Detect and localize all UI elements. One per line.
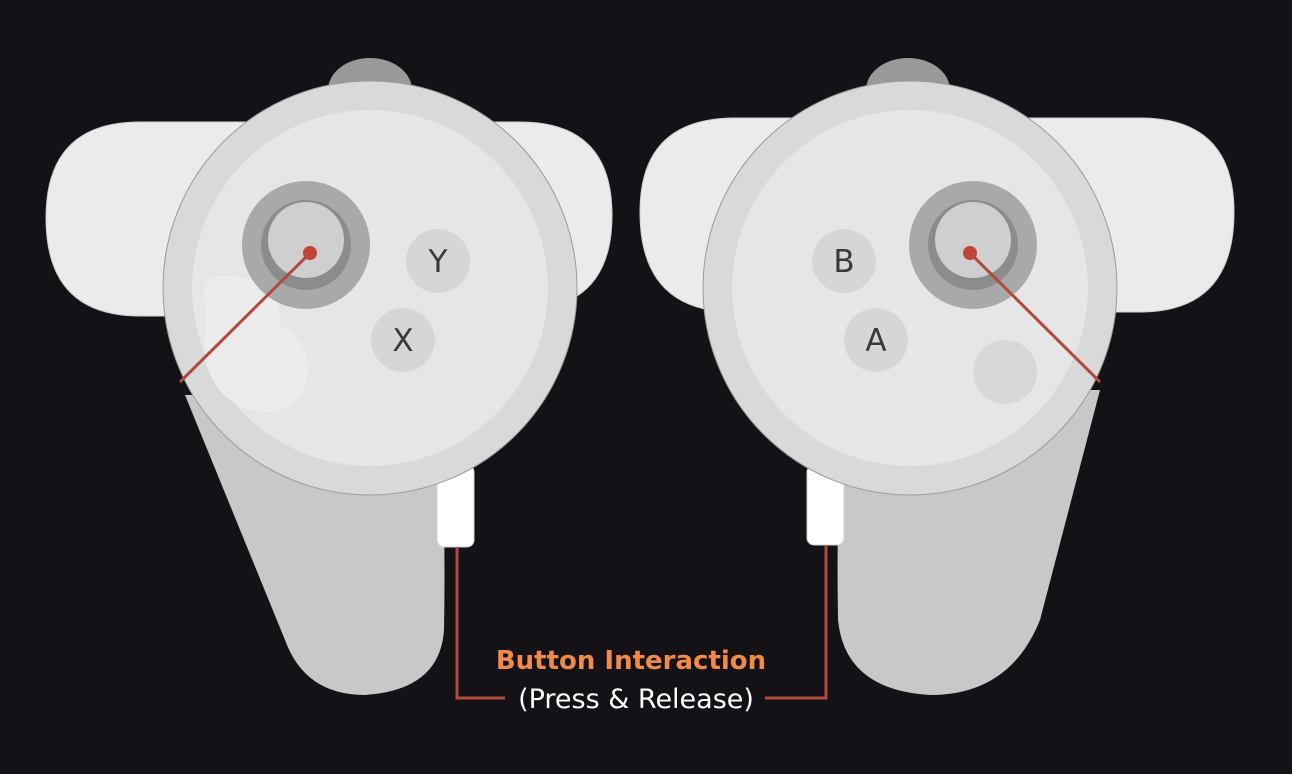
button-b-label: B (833, 244, 854, 280)
right-face-inner (732, 110, 1088, 466)
button-y-label: Y (428, 244, 448, 280)
callout-title: Button Interaction (495, 646, 767, 676)
button-b (812, 229, 876, 293)
left-thumb-rest (204, 275, 309, 412)
left-trigger-callout-line (455, 547, 505, 700)
right-thumbstick-cap (935, 202, 1011, 278)
right-thumb-rest (973, 340, 1037, 404)
button-y (406, 229, 470, 293)
left-thumbstick-cap (268, 202, 344, 278)
button-x-label: X (392, 323, 413, 359)
right-controller: B A (639, 58, 1235, 695)
button-a (844, 308, 908, 372)
left-thumbstick-marker (303, 246, 317, 260)
left-controller: Y X (45, 58, 613, 695)
button-a-label: A (865, 323, 886, 359)
left-thumbstick-leader-line (178, 251, 312, 384)
callout-subtitle: (Press & Release) (518, 684, 754, 715)
right-trigger-callout-line (765, 545, 828, 700)
right-thumbstick-marker (963, 246, 977, 260)
right-thumbstick-leader-line (968, 251, 1102, 384)
button-x (371, 308, 435, 372)
